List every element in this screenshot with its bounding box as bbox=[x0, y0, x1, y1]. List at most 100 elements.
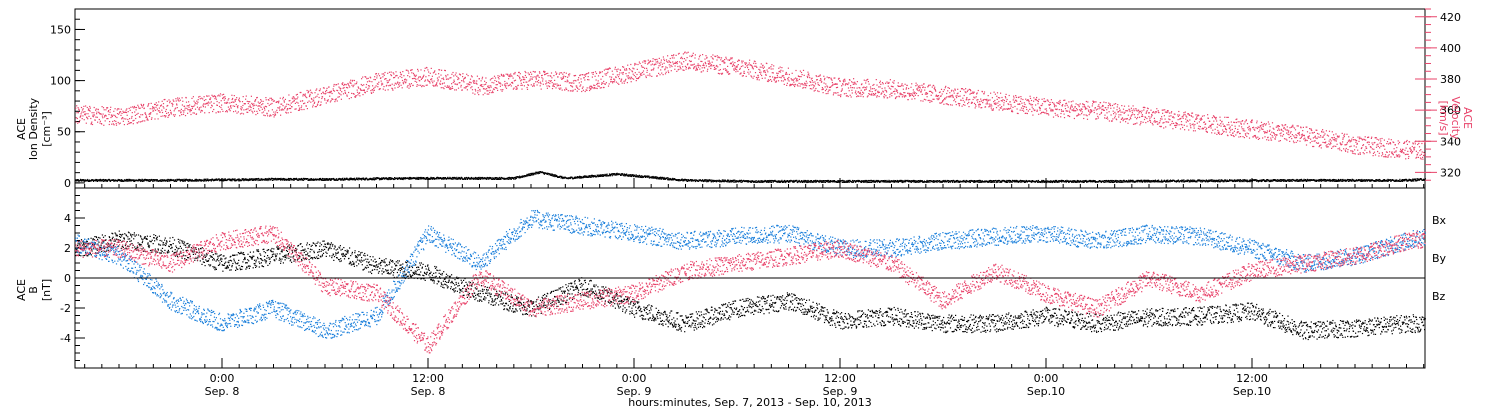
velocity-point bbox=[197, 101, 199, 103]
density-point bbox=[231, 180, 233, 182]
density-point bbox=[224, 178, 226, 180]
density-point bbox=[664, 178, 667, 180]
velocity-point bbox=[252, 107, 255, 110]
density-point bbox=[354, 179, 357, 181]
density-point bbox=[712, 180, 714, 182]
density-point bbox=[381, 177, 383, 179]
velocity-point bbox=[222, 110, 224, 112]
density-point bbox=[477, 178, 479, 180]
velocity-point bbox=[276, 112, 279, 114]
density-point bbox=[327, 179, 329, 181]
density-point bbox=[643, 176, 645, 178]
density-point bbox=[827, 181, 829, 183]
density-point bbox=[896, 180, 898, 182]
density-point bbox=[390, 177, 392, 179]
density-point bbox=[216, 179, 218, 181]
velocity-point bbox=[235, 103, 237, 106]
density-point bbox=[750, 180, 752, 182]
velocity-point bbox=[131, 117, 133, 119]
density-point bbox=[812, 181, 814, 183]
velocity-point bbox=[179, 115, 181, 117]
density-point bbox=[929, 181, 931, 183]
density-point bbox=[113, 179, 115, 181]
density-point bbox=[747, 181, 749, 183]
density-point bbox=[659, 177, 661, 179]
density-point bbox=[756, 181, 759, 183]
velocity-point bbox=[142, 105, 144, 107]
y-tick-label-left-bottom: -2 bbox=[60, 302, 71, 315]
density-point bbox=[846, 180, 848, 182]
velocity-point bbox=[231, 94, 233, 96]
velocity-point bbox=[253, 110, 256, 112]
density-point bbox=[271, 179, 273, 181]
density-point bbox=[1036, 180, 1038, 182]
density-point bbox=[105, 179, 107, 181]
density-point bbox=[791, 180, 793, 182]
density-point bbox=[264, 179, 266, 181]
density-point bbox=[394, 177, 396, 179]
density-point bbox=[483, 177, 485, 179]
density-point bbox=[402, 177, 404, 179]
velocity-point bbox=[329, 101, 331, 103]
velocity-point bbox=[118, 113, 120, 115]
density-point bbox=[426, 177, 428, 179]
density-point bbox=[837, 181, 839, 183]
density-point bbox=[518, 177, 520, 179]
density-point bbox=[900, 179, 902, 182]
density-point bbox=[907, 179, 909, 181]
density-point bbox=[503, 177, 505, 179]
density-point bbox=[182, 180, 184, 182]
velocity-point bbox=[213, 102, 215, 104]
density-point bbox=[198, 180, 200, 182]
velocity-point bbox=[224, 102, 226, 104]
density-point bbox=[875, 181, 877, 183]
density-point bbox=[824, 180, 826, 182]
density-point bbox=[544, 173, 546, 175]
velocity-point bbox=[165, 110, 167, 112]
density-point bbox=[847, 180, 850, 183]
velocity-point bbox=[201, 110, 203, 112]
density-point bbox=[155, 179, 157, 181]
density-point bbox=[1115, 179, 1117, 182]
density-point bbox=[248, 178, 250, 180]
density-point bbox=[605, 175, 607, 177]
density-point bbox=[392, 178, 394, 180]
velocity-point bbox=[173, 100, 175, 102]
density-point bbox=[888, 179, 890, 181]
density-point bbox=[732, 179, 734, 181]
density-point bbox=[513, 178, 515, 180]
velocity-point bbox=[175, 98, 177, 100]
density-point bbox=[668, 178, 670, 180]
density-point bbox=[1295, 180, 1298, 182]
density-point bbox=[546, 173, 548, 175]
velocity-point bbox=[213, 108, 215, 111]
density-point bbox=[599, 175, 601, 177]
velocity-point bbox=[289, 100, 291, 102]
velocity-point bbox=[125, 111, 128, 114]
velocity-point bbox=[248, 106, 250, 108]
velocity-point bbox=[282, 105, 284, 107]
velocity-point bbox=[126, 123, 129, 125]
density-point bbox=[351, 178, 353, 180]
velocity-point bbox=[200, 106, 202, 108]
velocity-point bbox=[259, 105, 261, 107]
velocity-point bbox=[78, 121, 80, 123]
density-point bbox=[509, 177, 511, 179]
density-point bbox=[176, 180, 178, 182]
velocity-point bbox=[160, 104, 163, 106]
velocity-point bbox=[293, 96, 295, 98]
velocity-point bbox=[76, 112, 78, 114]
velocity-point bbox=[113, 110, 115, 112]
density-point bbox=[335, 179, 337, 181]
density-point bbox=[436, 176, 438, 179]
density-point bbox=[926, 181, 929, 183]
density-point bbox=[632, 174, 634, 176]
density-point bbox=[351, 178, 353, 181]
density-point bbox=[735, 181, 737, 183]
density-point bbox=[81, 179, 84, 181]
velocity-point bbox=[139, 121, 142, 123]
velocity-point bbox=[112, 114, 114, 116]
x-tick-time: 0:00 bbox=[1034, 372, 1059, 385]
density-point bbox=[634, 174, 636, 176]
